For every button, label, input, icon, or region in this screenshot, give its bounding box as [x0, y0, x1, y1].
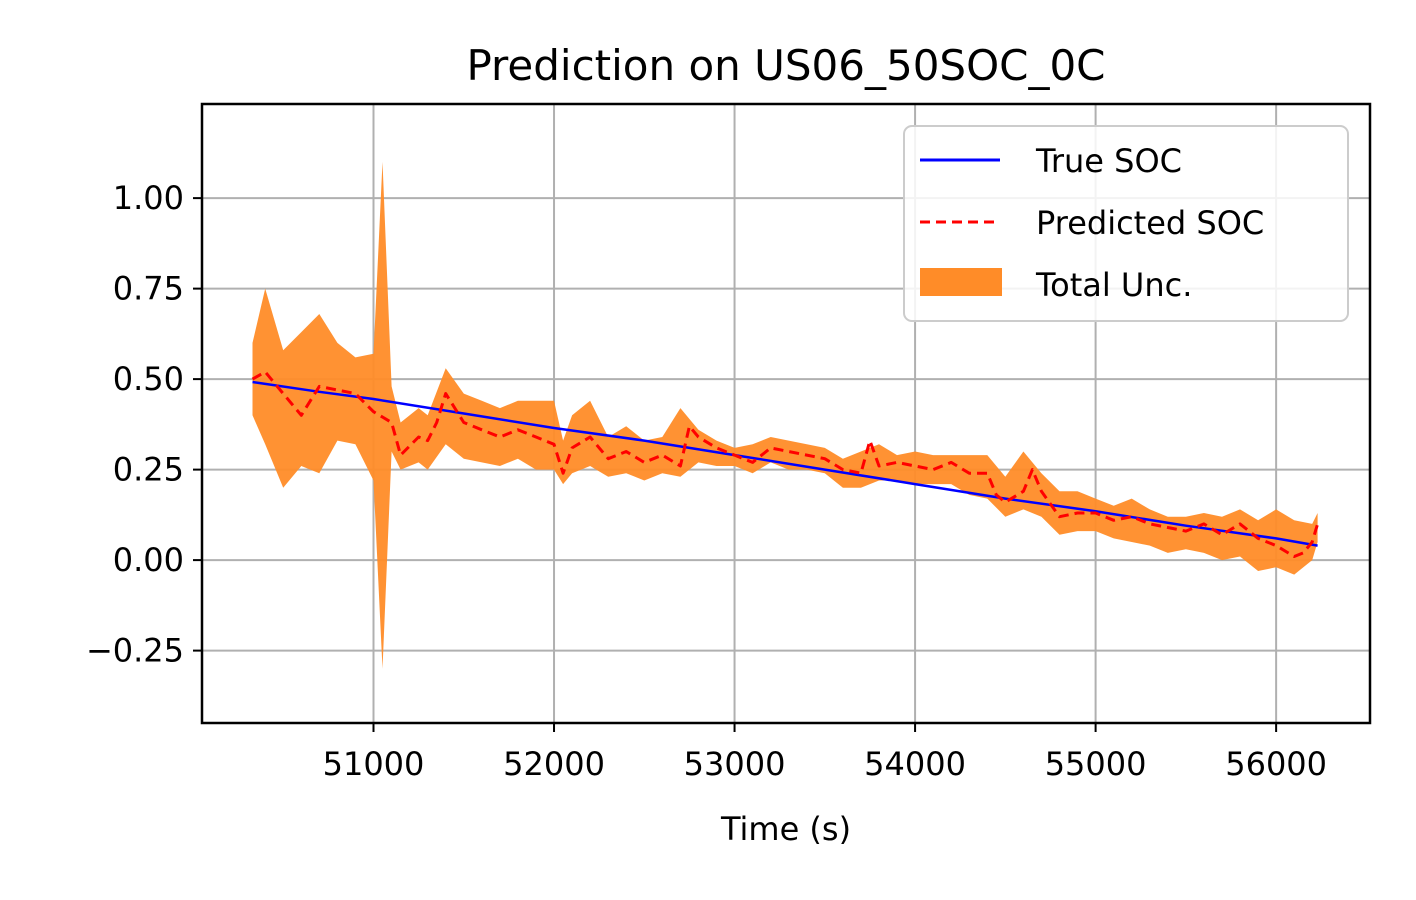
chart-title: Prediction on US06_50SOC_0C [466, 41, 1105, 90]
y-tick-label: 0.25 [113, 451, 184, 489]
y-tick-label: −0.25 [86, 632, 184, 670]
legend-true-soc-label: True SOC [1035, 142, 1182, 180]
axis-ticks: 51000 52000 53000 54000 55000 56000 −0.25 0.00 0… [86, 179, 1327, 783]
uncertainty-band [252, 161, 1318, 669]
uncertainty-band-layer [252, 161, 1318, 669]
series-line-layer [251, 370, 1320, 558]
y-tick-label: 0.50 [113, 360, 184, 398]
legend-predicted-soc-label: Predicted SOC [1036, 204, 1264, 242]
legend-box [903, 125, 1349, 322]
y-tick-label: 1.00 [113, 179, 184, 217]
plot-frame [200, 102, 1372, 725]
x-tick-label: 52000 [503, 745, 605, 783]
x-tick-label: 54000 [864, 745, 966, 783]
y-tick-label: 0.00 [113, 541, 184, 579]
x-tick-label: 53000 [684, 745, 786, 783]
x-tick-label: 51000 [323, 745, 425, 783]
legend-uncertainty-label: Total Unc. [1035, 266, 1192, 304]
legend-uncertainty-swatch [920, 268, 1002, 296]
legend: True SOC Predicted SOC Total Unc. [903, 125, 1349, 322]
x-axis-label: Time (s) [720, 810, 851, 848]
predicted-soc-line [251, 370, 1320, 558]
y-tick-label: 0.75 [113, 270, 184, 308]
x-tick-label: 55000 [1045, 745, 1147, 783]
true-soc-line [252, 380, 1318, 547]
x-tick-label: 56000 [1225, 745, 1327, 783]
